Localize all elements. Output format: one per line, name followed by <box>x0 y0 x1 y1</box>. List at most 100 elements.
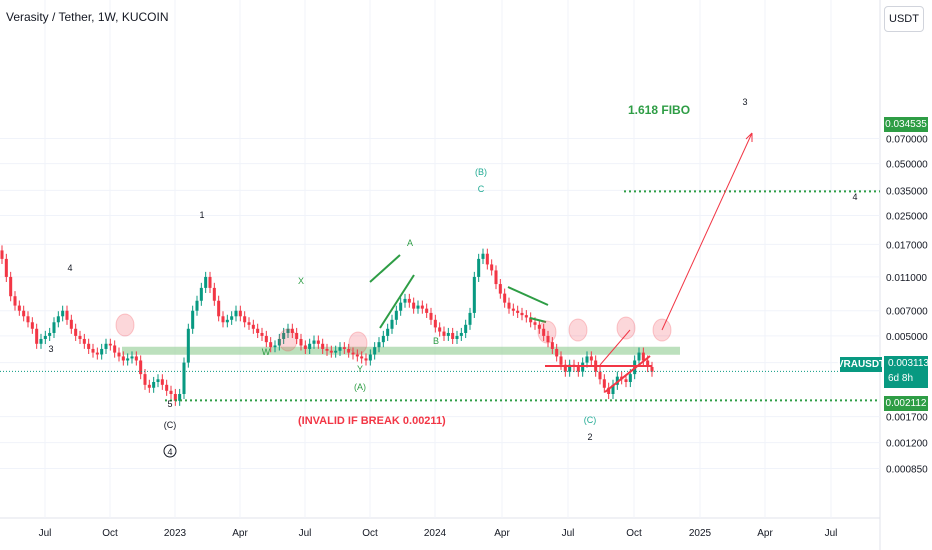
candle <box>542 328 546 336</box>
candle <box>165 384 169 391</box>
time-tick-label: Oct <box>102 528 118 539</box>
candle <box>4 258 8 277</box>
candle <box>35 328 39 344</box>
candle <box>95 352 99 355</box>
candle <box>312 340 316 344</box>
candle <box>360 356 364 359</box>
candle <box>615 376 619 385</box>
wave-label: C <box>478 184 485 194</box>
candle <box>234 310 238 317</box>
candle <box>251 324 255 329</box>
green-trendline <box>529 317 547 323</box>
candle <box>455 335 459 339</box>
projection-arrowhead <box>745 132 753 142</box>
candle <box>347 348 351 353</box>
candle <box>74 328 78 336</box>
candle <box>39 338 43 344</box>
time-tick-label: Apr <box>494 528 510 539</box>
highlight-circle <box>115 313 135 337</box>
candle <box>412 302 416 309</box>
wave-label: Y <box>357 364 363 374</box>
candle <box>221 316 225 323</box>
candle <box>429 312 433 320</box>
candle <box>299 338 303 346</box>
highlight-circle <box>652 318 672 342</box>
candle <box>403 298 407 303</box>
candle <box>256 328 260 333</box>
projection-arrow <box>661 132 753 331</box>
candle <box>117 352 121 357</box>
highlight-circle <box>616 316 636 340</box>
wave-label: (C) <box>164 420 177 430</box>
candle <box>650 366 654 372</box>
time-tick-label: Apr <box>232 528 248 539</box>
time-tick-label: 2024 <box>424 528 447 539</box>
invalid-label: (INVALID IF BREAK 0.00211) <box>298 415 446 427</box>
candle <box>160 379 164 385</box>
candle <box>520 312 524 316</box>
candle <box>568 364 572 372</box>
candle <box>325 348 329 351</box>
wave-label: (B) <box>475 167 487 177</box>
candle <box>355 354 359 357</box>
wave-label: X <box>298 276 304 286</box>
candle <box>516 310 520 313</box>
candle <box>9 276 13 297</box>
green-trendline <box>379 274 415 329</box>
candle <box>56 316 60 323</box>
currency-button[interactable]: USDT <box>884 6 924 32</box>
price-tick-label: 0.001200 <box>886 439 928 450</box>
symbol-tag: VRAUSDT <box>836 357 886 372</box>
price-tick-label: 0.050000 <box>886 160 928 171</box>
candle <box>533 322 537 325</box>
candle <box>243 316 247 323</box>
candle <box>420 305 424 309</box>
candle <box>13 296 17 306</box>
countdown-value: 6d 8h <box>888 373 914 384</box>
candle <box>555 348 559 357</box>
candle <box>589 356 593 361</box>
fibo-label: 1.618 FIBO <box>628 103 690 117</box>
candle <box>286 328 290 333</box>
candle <box>130 356 134 359</box>
candle <box>438 327 442 332</box>
candle <box>182 362 186 394</box>
price-tick-label: 0.005000 <box>886 332 928 343</box>
candle <box>308 343 312 349</box>
candle <box>126 358 130 361</box>
candle <box>494 270 498 285</box>
candle <box>30 322 34 329</box>
candle <box>368 354 372 361</box>
wave-label: 4 <box>167 447 172 457</box>
candle <box>399 302 403 311</box>
candle <box>113 345 117 353</box>
candle <box>390 319 394 329</box>
wave-label: 1 <box>199 210 204 220</box>
wave-label: 3 <box>48 344 53 354</box>
fibo-price-tag: 0.034535 <box>884 117 928 132</box>
candle <box>377 342 381 348</box>
price-tick-label: 0.070000 <box>886 135 928 146</box>
time-tick-label: Jul <box>299 528 312 539</box>
candle <box>17 305 21 311</box>
price-tick-label: 0.035000 <box>886 186 928 197</box>
candle <box>364 358 368 361</box>
wave-label: B <box>433 336 439 346</box>
candle <box>191 310 195 329</box>
wave-label: W <box>262 347 271 357</box>
price-tick-label: 0.025000 <box>886 212 928 223</box>
candle <box>550 342 554 349</box>
candle <box>607 387 611 394</box>
candle <box>225 319 229 323</box>
green-trendline <box>369 254 401 283</box>
candle <box>446 332 450 336</box>
current-price-tag: 0.003113 6d 8h <box>884 356 929 388</box>
candle <box>524 315 528 318</box>
candle <box>303 345 307 349</box>
candle <box>295 332 299 339</box>
time-tick-label: 2025 <box>689 528 712 539</box>
candle <box>637 352 641 361</box>
candle <box>342 347 346 349</box>
candle <box>204 276 208 288</box>
